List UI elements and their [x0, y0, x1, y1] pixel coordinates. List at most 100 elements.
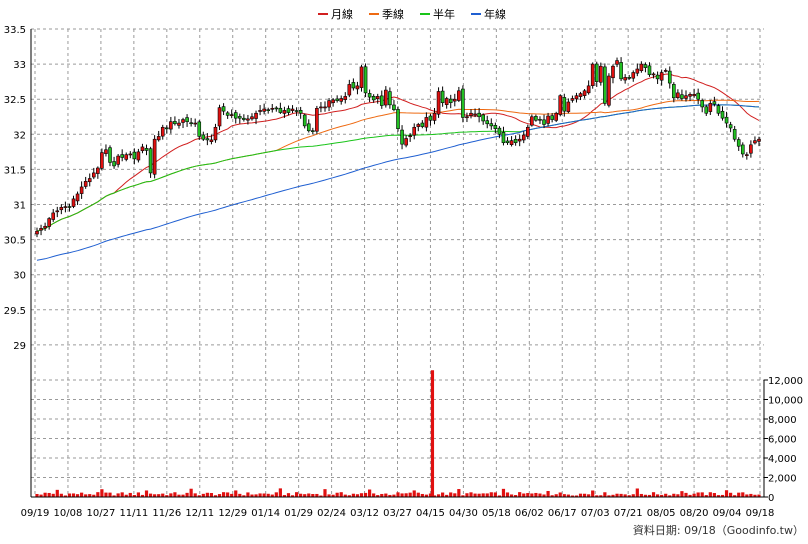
x-tick-label: 12/29	[218, 508, 247, 519]
volume-tick-label: 4,000	[768, 454, 797, 465]
candle-body	[692, 93, 696, 97]
candle-body	[688, 93, 692, 97]
volume-bar	[404, 493, 408, 497]
volume-bar	[120, 492, 124, 497]
volume-bar	[611, 494, 615, 497]
candle-body	[343, 96, 348, 100]
price-tick-label: 31.5	[4, 165, 26, 176]
candle-body	[440, 90, 445, 104]
candle-body	[140, 146, 145, 152]
volume-tick-label: 8,000	[768, 415, 797, 426]
volume-bar	[424, 494, 428, 497]
x-tick-label: 09/19	[21, 508, 50, 519]
volume-bar	[546, 490, 550, 497]
x-tick-label: 09/04	[713, 508, 742, 519]
x-tick-label: 07/21	[614, 508, 643, 519]
candle-body	[603, 66, 607, 104]
volume-bar	[441, 492, 445, 497]
candle-body	[205, 138, 210, 141]
volume-bar	[217, 494, 222, 497]
candle-body	[254, 112, 258, 119]
volume-bar	[144, 490, 149, 497]
volume-tick-label: 12,000	[768, 376, 803, 387]
volume-bar	[92, 494, 96, 497]
x-tick-label: 06/02	[515, 508, 544, 519]
candle-body	[335, 98, 339, 101]
candle-body	[428, 115, 433, 121]
volume-bar	[290, 495, 295, 497]
candle-body	[631, 72, 636, 79]
candle-body	[562, 97, 567, 112]
candle-body	[684, 95, 688, 99]
candle-body	[144, 148, 149, 151]
volume-bar	[376, 495, 380, 497]
candle-body	[359, 66, 364, 88]
x-tick-label: 10/27	[86, 508, 115, 519]
candle-body	[379, 95, 384, 106]
volume-bar	[530, 493, 534, 497]
volume-bar	[347, 495, 351, 497]
volume-bar	[96, 492, 100, 497]
volume-bar	[193, 493, 197, 497]
candle-body	[315, 108, 319, 132]
legend-label: 半年	[433, 7, 455, 21]
volume-bar	[59, 493, 63, 497]
candle-body	[732, 129, 737, 140]
candle-body	[375, 96, 380, 100]
candle-body	[91, 172, 96, 178]
candle-body	[156, 136, 161, 141]
candle-body	[262, 108, 266, 112]
volume-bar	[209, 493, 214, 497]
x-tick-label: 07/03	[581, 508, 610, 519]
volume-bar	[226, 492, 230, 497]
volume-bar	[173, 492, 177, 497]
candle-body	[663, 70, 668, 72]
volume-bar	[749, 493, 753, 497]
candle-body	[724, 116, 729, 124]
candle-body	[643, 64, 648, 68]
candle-body	[43, 225, 47, 229]
volume-bar	[518, 492, 522, 497]
candle-body	[112, 161, 116, 167]
volume-bar	[684, 492, 688, 497]
volume-bar	[469, 492, 473, 497]
x-tick-label: 03/27	[383, 508, 412, 519]
candle-body	[473, 113, 477, 116]
candle-body	[392, 104, 396, 111]
volume-bar	[238, 493, 242, 497]
candle-body	[266, 109, 271, 111]
candle-body	[209, 139, 214, 142]
volume-bar	[136, 492, 141, 497]
volume-bar	[246, 492, 250, 497]
volume-bar	[729, 492, 733, 497]
candle-body	[400, 129, 404, 145]
candle-body	[108, 147, 112, 163]
volume-bar	[108, 492, 112, 497]
volume-bar	[595, 495, 599, 497]
candle-body	[627, 77, 632, 79]
volume-bar	[716, 495, 721, 497]
candle-body	[728, 124, 733, 129]
volume-bar	[570, 495, 575, 497]
volume-bar	[461, 495, 465, 497]
volume-bar	[505, 492, 510, 497]
candle-body	[351, 82, 356, 89]
volume-bar	[266, 493, 270, 497]
volume-bar	[408, 492, 412, 497]
candle-body	[611, 65, 615, 79]
legend-label: 季線	[382, 7, 404, 21]
volume-bar	[128, 492, 132, 497]
volume-bar	[327, 494, 331, 497]
candle-body	[327, 100, 331, 108]
volume-bar	[432, 495, 437, 497]
volume-bar	[189, 488, 193, 497]
volume-bar	[574, 495, 579, 497]
volume-bar	[258, 493, 262, 497]
candle-body	[404, 138, 408, 146]
candle-body	[298, 109, 303, 114]
volume-bar	[643, 494, 648, 497]
candle-body	[83, 181, 88, 187]
candle-body	[525, 126, 530, 137]
candle-body	[278, 107, 283, 113]
